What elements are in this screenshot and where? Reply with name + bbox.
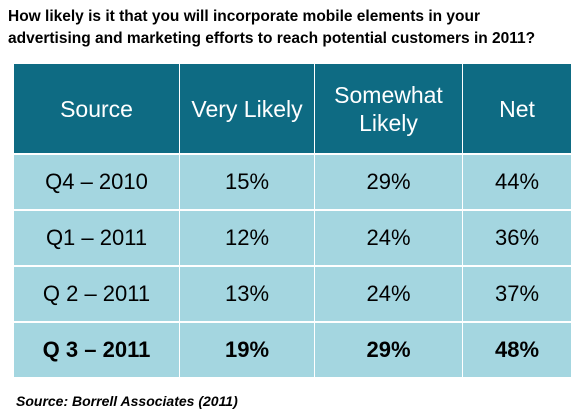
table-header-row: Source Very Likely Somewhat Likely Net <box>13 64 572 155</box>
cell-somewhat-likely: 29% <box>314 154 463 211</box>
header-very-likely: Very Likely <box>179 64 315 155</box>
chart-title: How likely is it that you will incorpora… <box>8 6 583 50</box>
data-table: Source Very Likely Somewhat Likely Net Q… <box>13 64 572 379</box>
chart-title-line-2: advertising and marketing efforts to rea… <box>8 30 536 47</box>
cell-very-likely: 12% <box>179 210 315 267</box>
cell-very-likely: 19% <box>179 322 315 379</box>
cell-source: Q 3 – 2011 <box>13 322 180 379</box>
header-source: Source <box>13 64 180 155</box>
cell-net: 44% <box>462 154 572 211</box>
cell-net: 48% <box>462 322 572 379</box>
header-net: Net <box>462 64 572 155</box>
cell-source: Q4 – 2010 <box>13 154 180 211</box>
header-somewhat-likely-label: Somewhat Likely <box>334 81 443 136</box>
cell-very-likely: 15% <box>179 154 315 211</box>
table-row: Q 2 – 2011 13% 24% 37% <box>13 266 572 323</box>
table-row: Q4 – 2010 15% 29% 44% <box>13 154 572 211</box>
table-row: Q1 – 2011 12% 24% 36% <box>13 210 572 267</box>
table-row-highlighted: Q 3 – 2011 19% 29% 48% <box>13 322 572 379</box>
source-note: Source: Borrell Associates (2011) <box>16 393 238 409</box>
cell-somewhat-likely: 29% <box>314 322 463 379</box>
cell-somewhat-likely: 24% <box>314 266 463 323</box>
cell-source: Q 2 – 2011 <box>13 266 180 323</box>
cell-somewhat-likely: 24% <box>314 210 463 267</box>
cell-very-likely: 13% <box>179 266 315 323</box>
cell-source: Q1 – 2011 <box>13 210 180 267</box>
header-somewhat-likely: Somewhat Likely <box>314 64 463 155</box>
chart-title-line-1: How likely is it that you will incorpora… <box>8 8 480 25</box>
cell-net: 37% <box>462 266 572 323</box>
cell-net: 36% <box>462 210 572 267</box>
